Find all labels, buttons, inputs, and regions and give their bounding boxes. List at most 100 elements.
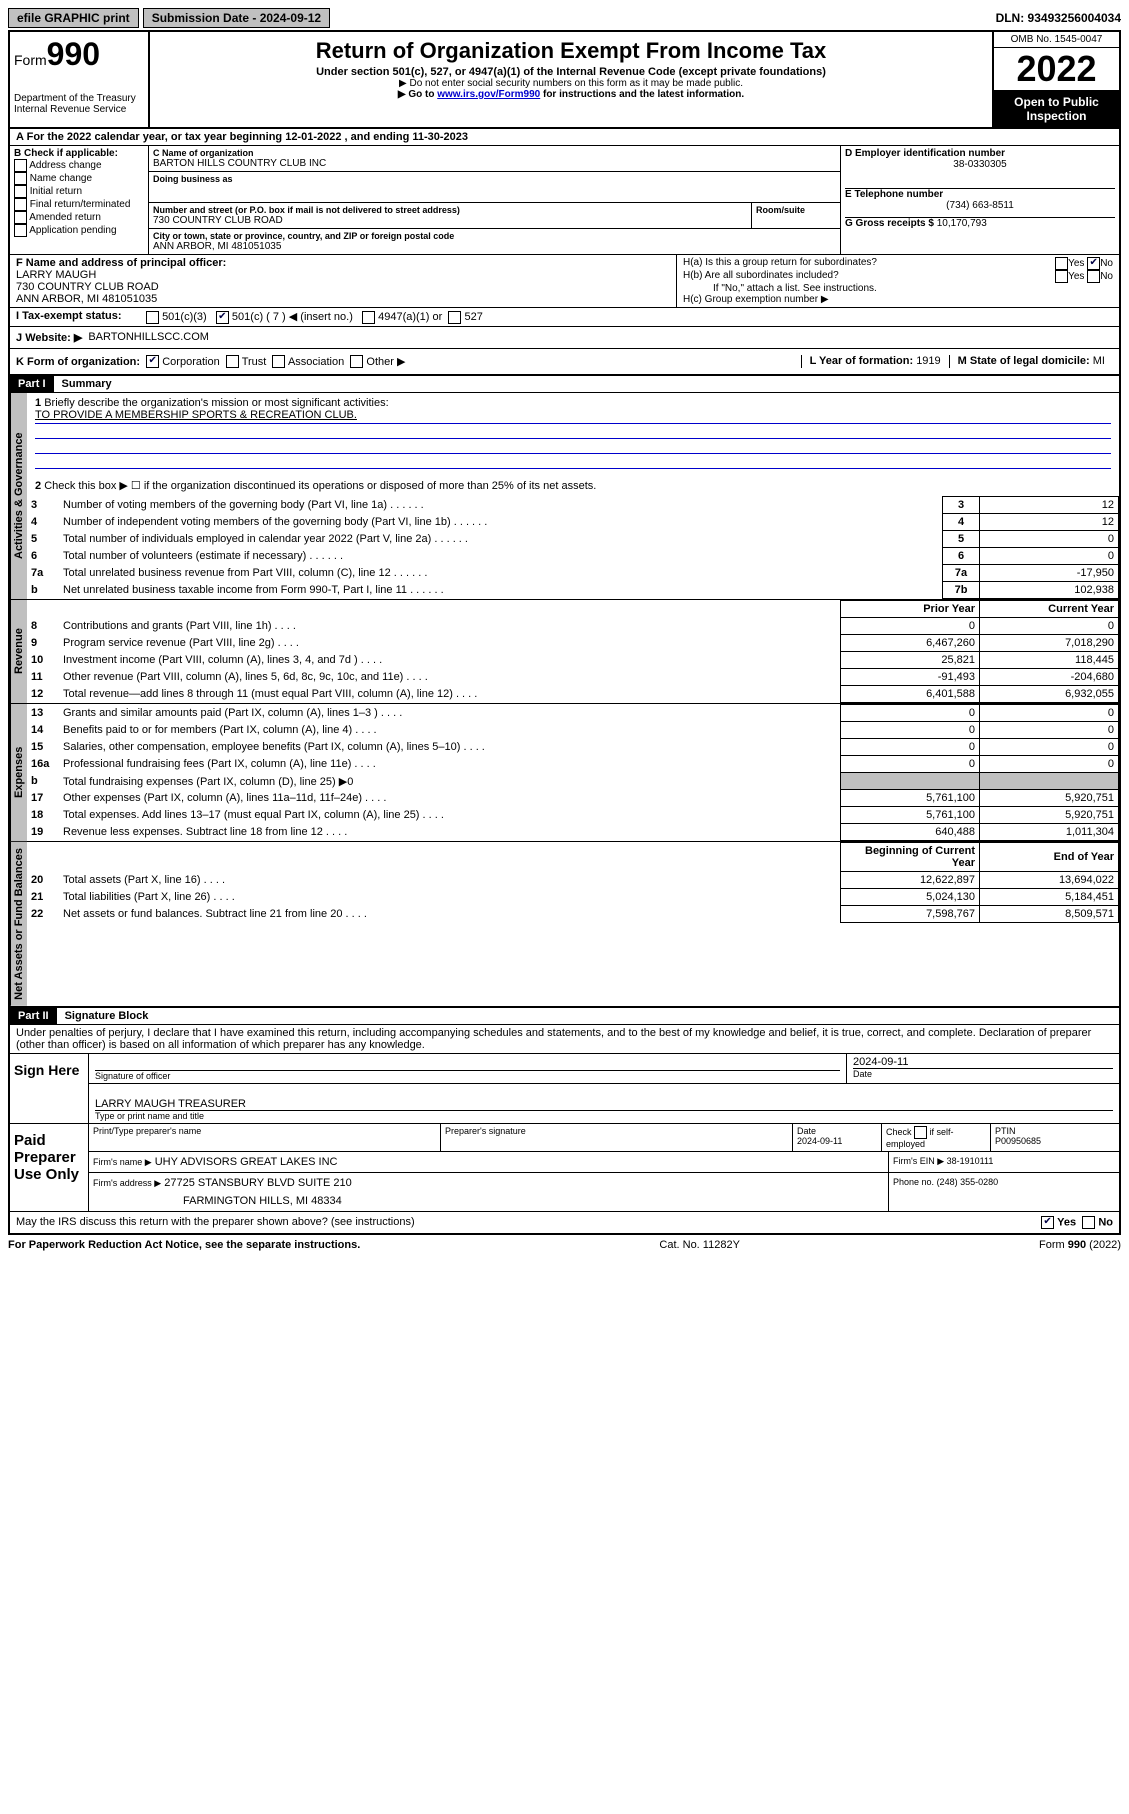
part1-header-row: Part I Summary <box>10 374 1119 393</box>
checkbox-name-change[interactable] <box>14 172 27 185</box>
submission-date: Submission Date - 2024-09-12 <box>143 8 330 28</box>
cb-4947[interactable] <box>362 311 375 324</box>
period-text: For the 2022 calendar year, or tax year … <box>27 131 468 143</box>
table-row: bNet unrelated business taxable income f… <box>27 582 1119 599</box>
opt-4947: 4947(a)(1) or <box>378 311 442 323</box>
opt-other: Other ▶ <box>366 356 405 368</box>
lbl-amended-return: Amended return <box>29 212 101 223</box>
ein-label: D Employer identification number <box>845 148 1115 159</box>
table-row: 11Other revenue (Part VIII, column (A), … <box>27 669 1119 686</box>
checkbox-initial-return[interactable] <box>14 185 27 198</box>
footer-form-num: 990 <box>1068 1239 1086 1251</box>
footer-left: For Paperwork Reduction Act Notice, see … <box>8 1239 360 1251</box>
form-number: 990 <box>47 36 100 72</box>
lbl-address-change: Address change <box>29 160 101 171</box>
dba-label: Doing business as <box>153 174 836 184</box>
officer-label: F Name and address of principal officer: <box>16 257 670 269</box>
checkbox-application-pending[interactable] <box>14 224 27 237</box>
dln-label: DLN: 93493256004034 <box>996 11 1121 25</box>
officer-name: LARRY MAUGH <box>16 269 670 281</box>
cb-corp[interactable] <box>146 355 159 368</box>
cb-501c3[interactable] <box>146 311 159 324</box>
firm-addr-label: Firm's address ▶ <box>93 1178 161 1188</box>
firm-ein-label: Firm's EIN ▶ <box>893 1156 944 1166</box>
line16b-num: b <box>27 773 59 790</box>
officer-typed-name: LARRY MAUGH TREASURER <box>95 1098 246 1110</box>
footer-right: Form 990 (2022) <box>1039 1239 1121 1251</box>
discuss-no[interactable] <box>1082 1216 1095 1229</box>
line16b-text: Total fundraising expenses (Part IX, col… <box>59 773 841 790</box>
opt-527: 527 <box>464 311 482 323</box>
gov-table: 3Number of voting members of the governi… <box>27 496 1119 599</box>
opt-trust: Trust <box>242 356 267 368</box>
city-value: ANN ARBOR, MI 481051035 <box>153 241 836 252</box>
irs-link[interactable]: www.irs.gov/Form990 <box>437 89 540 100</box>
officer-h-row: F Name and address of principal officer:… <box>10 255 1119 308</box>
addr-label: Number and street (or P.O. box if mail i… <box>153 205 747 215</box>
note2-post: for instructions and the latest informat… <box>540 89 744 100</box>
cb-self-employed[interactable] <box>914 1126 927 1139</box>
note-link: ▶ Go to www.irs.gov/Form990 for instruct… <box>156 89 986 100</box>
cb-assoc[interactable] <box>272 355 285 368</box>
officer-typed-label: Type or print name and title <box>95 1111 1113 1121</box>
website-label: Website: ▶ <box>25 332 82 344</box>
prep-sig-label: Preparer's signature <box>441 1124 793 1151</box>
cb-trust[interactable] <box>226 355 239 368</box>
opt-corp: Corporation <box>162 356 219 368</box>
identity-block: B Check if applicable: Address change Na… <box>10 146 1119 255</box>
form-container: Form990 Department of the Treasury Inter… <box>8 30 1121 1235</box>
prep-date: 2024-09-11 <box>797 1136 877 1146</box>
period-row: A For the 2022 calendar year, or tax yea… <box>10 129 1119 146</box>
ha-yes[interactable] <box>1055 257 1068 270</box>
opt-assoc: Association <box>288 356 344 368</box>
form-header: Form990 Department of the Treasury Inter… <box>10 32 1119 129</box>
officer-addr2: ANN ARBOR, MI 481051035 <box>16 293 670 305</box>
discuss-text: May the IRS discuss this return with the… <box>16 1216 1041 1229</box>
gross-receipts-value: 10,170,793 <box>937 218 987 229</box>
firm-phone: (248) 355-0280 <box>937 1177 999 1187</box>
footer-year: 2022 <box>1093 1239 1117 1251</box>
opt-501c: 501(c) ( 7 ) ◀ (insert no.) <box>232 311 353 323</box>
section-a-label: A <box>16 131 27 143</box>
checkbox-address-change[interactable] <box>14 159 27 172</box>
website-value: BARTONHILLSCC.COM <box>82 331 209 344</box>
gross-receipts-label: G Gross receipts $ <box>845 218 934 229</box>
open-public-badge: Open to Public Inspection <box>994 91 1119 127</box>
footer: For Paperwork Reduction Act Notice, see … <box>8 1239 1121 1251</box>
year-formation: 1919 <box>916 355 940 367</box>
discuss-yes[interactable] <box>1041 1216 1054 1229</box>
cb-501c[interactable] <box>216 311 229 324</box>
hb-yes[interactable] <box>1055 270 1068 283</box>
header-left: Form990 Department of the Treasury Inter… <box>10 32 150 127</box>
efile-print-button[interactable]: efile GRAPHIC print <box>8 8 139 28</box>
ein-value: 38-0330305 <box>845 159 1115 170</box>
tab-netassets: Net Assets or Fund Balances <box>10 842 27 1006</box>
form-subtitle: Under section 501(c), 527, or 4947(a)(1)… <box>156 66 986 78</box>
hb-label: H(b) Are all subordinates included? <box>683 270 1055 283</box>
room-label: Room/suite <box>756 205 836 215</box>
section-j-label: J Website: ▶ <box>16 331 82 344</box>
lbl-yes: Yes <box>1068 258 1084 269</box>
section-l-label: L Year of formation: <box>810 355 914 367</box>
table-row: 19Revenue less expenses. Subtract line 1… <box>27 824 1119 841</box>
section-i-label: I Tax-exempt status: <box>16 310 146 324</box>
prep-date-label: Date <box>797 1126 877 1136</box>
checkbox-final-return[interactable] <box>14 198 27 211</box>
table-row: 8Contributions and grants (Part VIII, li… <box>27 618 1119 635</box>
governance-block: Activities & Governance 1 Briefly descri… <box>10 393 1119 599</box>
table-row: 9Program service revenue (Part VIII, lin… <box>27 635 1119 652</box>
section-b: B Check if applicable: Address change Na… <box>10 146 149 254</box>
hb-no[interactable] <box>1087 270 1100 283</box>
checkbox-amended-return[interactable] <box>14 211 27 224</box>
ha-no[interactable] <box>1087 257 1100 270</box>
table-row: 21Total liabilities (Part X, line 26) . … <box>27 889 1119 906</box>
table-row: 17Other expenses (Part IX, column (A), l… <box>27 790 1119 807</box>
cb-other[interactable] <box>350 355 363 368</box>
section-j-row: J Website: ▶ BARTONHILLSCC.COM <box>10 327 1119 349</box>
discuss-row: May the IRS discuss this return with the… <box>10 1211 1119 1233</box>
firm-phone-label: Phone no. <box>893 1177 934 1187</box>
cb-527[interactable] <box>448 311 461 324</box>
table-row: 5Total number of individuals employed in… <box>27 531 1119 548</box>
table-row: 3Number of voting members of the governi… <box>27 497 1119 514</box>
right-identity: D Employer identification number 38-0330… <box>840 146 1119 254</box>
